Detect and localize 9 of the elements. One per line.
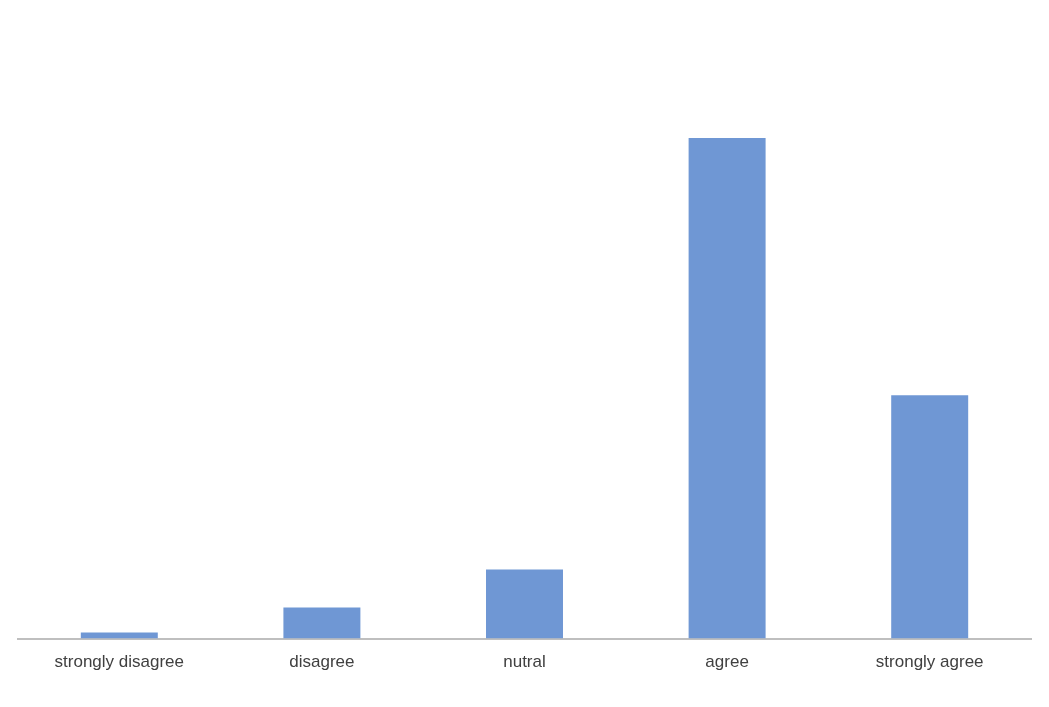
bar (688, 138, 766, 639)
bar (891, 395, 969, 639)
x-tick-label: strongly disagree (54, 652, 185, 672)
x-tick-label: nutral (503, 652, 546, 672)
bar (283, 607, 361, 639)
x-tick-label: agree (705, 652, 749, 672)
x-tick-label: strongly agree (875, 652, 984, 672)
x-tick-label: disagree (289, 652, 355, 672)
bar (486, 569, 563, 639)
